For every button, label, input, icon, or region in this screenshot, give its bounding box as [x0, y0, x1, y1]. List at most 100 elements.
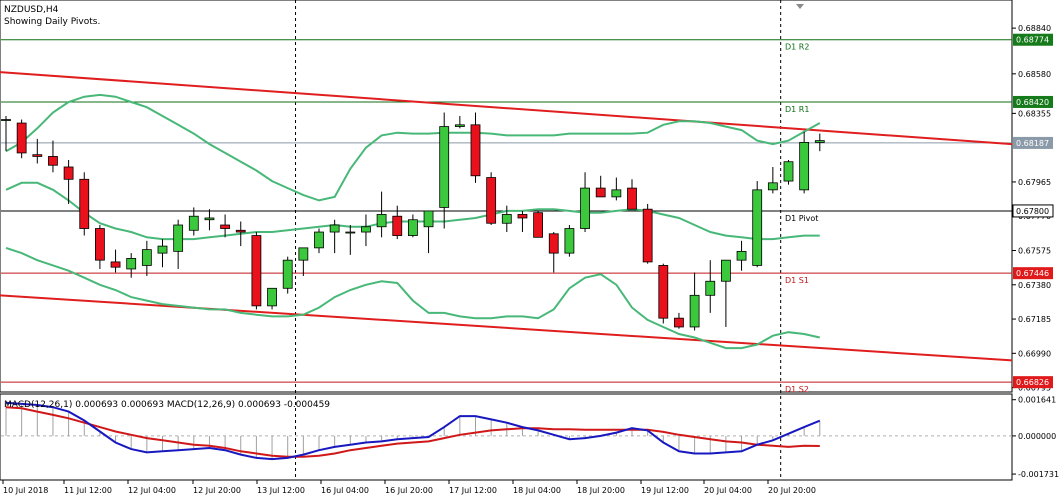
y-tick-label: 0.66990: [1018, 349, 1051, 358]
macd-y-tick-label: 0.001641: [1018, 396, 1056, 405]
candle-body: [658, 265, 669, 319]
price-axis: 0.688400.685800.683550.679650.677700.675…: [1012, 24, 1054, 393]
candle: [188, 207, 199, 236]
x-tick-label: 13 Jul 12:00: [257, 486, 305, 495]
candle: [611, 177, 622, 201]
candle: [157, 239, 168, 268]
current-price-tag-bg: [1013, 136, 1053, 149]
chart-shift-marker-icon[interactable]: [796, 4, 804, 9]
candle: [95, 225, 105, 269]
candle-body: [392, 215, 403, 236]
band-upper-line: [5, 93, 821, 202]
candle: [63, 159, 74, 204]
candle: [642, 203, 653, 264]
candle: [721, 259, 731, 327]
candle-body: [361, 226, 371, 233]
macd-main-line: [5, 401, 821, 461]
candle: [517, 210, 528, 233]
pivot-label: D1 Pivot: [785, 214, 818, 223]
candle-body: [423, 210, 434, 228]
macd-signal-line: [5, 406, 820, 458]
y-tick-label: 0.67575: [1018, 246, 1051, 255]
candle: [1, 116, 11, 152]
macd-y-tick-label: -0.001731: [1018, 470, 1059, 479]
candle-body: [767, 182, 778, 191]
candle-body: [48, 156, 58, 166]
x-tick-label: 20 Jul 04:00: [704, 486, 752, 495]
x-tick-label: 12 Jul 04:00: [128, 486, 176, 495]
pivot-tag: 0.67800: [1016, 207, 1049, 216]
candle: [267, 287, 277, 310]
candle-body: [79, 178, 90, 229]
symbol-title: NZDUSD,H4: [4, 5, 59, 15]
candle-body: [173, 224, 184, 252]
candle-body: [95, 228, 105, 261]
candle-body: [548, 233, 559, 254]
candle: [705, 260, 716, 313]
candle-body: [627, 187, 637, 210]
y-tick-label: 0.67380: [1018, 281, 1051, 290]
candle-body: [267, 287, 277, 307]
candle: [470, 112, 481, 183]
candle: [580, 172, 590, 233]
candle: [767, 166, 778, 194]
candle-body: [1, 119, 11, 121]
candle: [454, 116, 465, 129]
candle-body: [689, 294, 700, 328]
candle: [501, 205, 512, 233]
pivot-tag: 0.66826: [1016, 378, 1049, 387]
candle-body: [329, 224, 340, 233]
x-tick-label: 16 Jul 04:00: [321, 486, 369, 495]
candle: [79, 172, 90, 236]
candle-body: [501, 214, 512, 224]
pivot-tag: 0.67446: [1016, 269, 1049, 278]
pivot-tag-bg: [1012, 204, 1054, 218]
y-tick-label: 0.68355: [1018, 109, 1051, 118]
candle-body: [486, 177, 497, 224]
candle: [486, 172, 497, 226]
x-tick-label: 10 Jul 2018: [3, 486, 48, 495]
x-tick-label: 18 Jul 20:00: [577, 486, 625, 495]
candle: [220, 214, 231, 238]
candle-body: [783, 161, 794, 182]
x-tick-label: 20 Jul 20:00: [768, 486, 816, 495]
pivot-label: D1 R2: [785, 43, 809, 52]
candle-body: [705, 280, 716, 296]
pivot-tag-bg: [1013, 267, 1053, 280]
candle: [298, 247, 309, 276]
candle: [752, 181, 763, 268]
candle: [689, 272, 700, 331]
pivot-label: D1 S1: [785, 276, 809, 285]
candle: [314, 228, 324, 254]
candle: [533, 210, 543, 238]
candle-body: [470, 124, 481, 177]
candle-body: [376, 214, 387, 228]
candle-body: [439, 126, 450, 208]
candle: [376, 191, 387, 238]
candle-body: [16, 122, 27, 154]
x-tick-label: 11 Jul 12:00: [64, 486, 112, 495]
candle: [674, 312, 684, 329]
x-tick-label: 17 Jul 12:00: [449, 486, 497, 495]
x-tick-label: 16 Jul 20:00: [385, 486, 433, 495]
candle-body: [220, 224, 231, 229]
candle-body: [517, 214, 528, 219]
candle-body: [126, 258, 137, 270]
candle-body: [188, 215, 199, 231]
price-panel[interactable]: [0, 0, 1013, 393]
candle-body: [799, 141, 810, 191]
candle-body: [674, 317, 684, 328]
candle-body: [814, 140, 825, 143]
candle-body: [204, 217, 215, 221]
candle: [392, 205, 403, 240]
y-tick-label: 0.68840: [1018, 24, 1051, 33]
candle: [204, 209, 215, 231]
candle-body: [595, 187, 606, 198]
pivot-label: D1 S2: [785, 385, 809, 394]
candle: [439, 112, 450, 229]
macd-panel[interactable]: [0, 393, 1013, 481]
pivot-tag-bg: [1013, 376, 1053, 389]
candle: [235, 221, 246, 247]
candle-body: [454, 124, 465, 127]
